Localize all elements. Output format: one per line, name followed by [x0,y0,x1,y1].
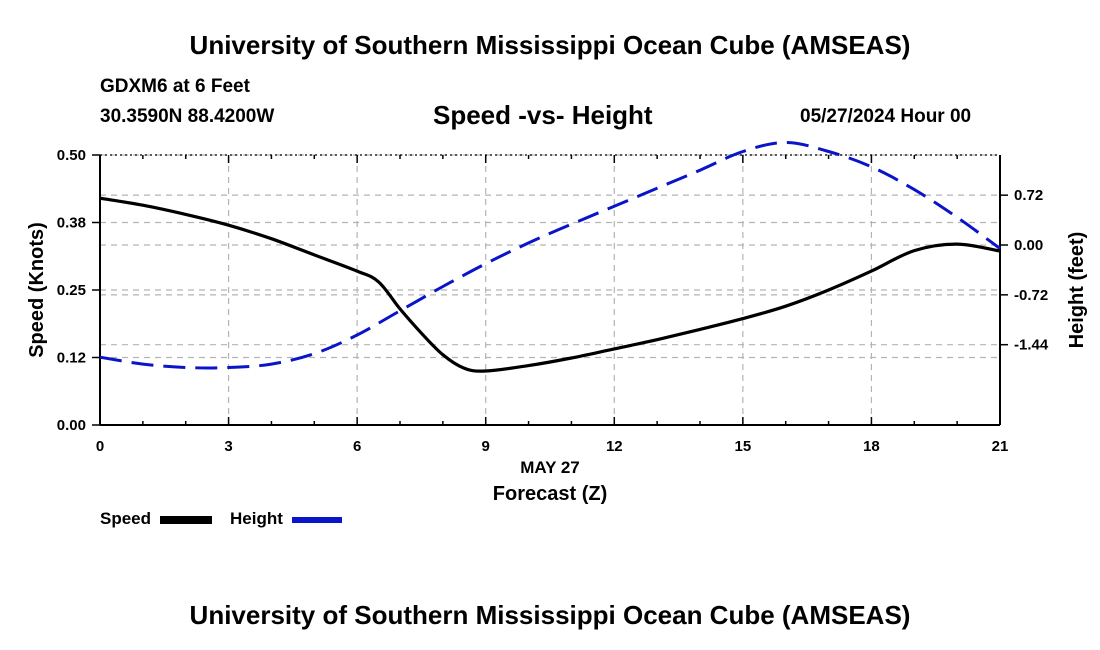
x-tick-label: 6 [353,438,361,455]
y2-axis-title: Height (feet) [1066,232,1088,349]
x-tick-label: 12 [606,438,623,455]
y-axis-title: Speed (Knots) [26,222,48,358]
y-tick-label: 0.00 [57,417,86,434]
y2-tick-label: -1.44 [1014,337,1049,354]
x-tick-label: 21 [992,438,1009,455]
x-tick-label: 0 [96,438,104,455]
x-tick-label: 3 [224,438,232,455]
y-tick-label: 0.38 [57,215,86,232]
station-label: GDXM6 at 6 Feet [100,76,250,97]
forecast-datetime: 05/27/2024 Hour 00 [800,106,972,127]
x-date-label: MAY 27 [520,458,580,477]
y-tick-label: 0.12 [57,350,86,367]
y-tick-label: 0.25 [57,282,86,299]
y2-tick-label: 0.72 [1014,187,1043,204]
legend-speed-label: Speed [100,509,152,528]
y2-tick-label: -0.72 [1014,287,1048,304]
legend-height-swatch [292,517,342,523]
chart-axes [92,154,1008,426]
x-tick-label: 9 [482,438,490,455]
x-tick-label: 18 [863,438,880,455]
axis-labels: 0 3 6 9 12 15 18 21 0.00 0.12 0.25 0.38 0.50 -1.44 -0.… [26,147,1088,505]
series-lines [99,141,1001,373]
legend-speed-swatch [160,516,212,524]
y-tick-label: 0.50 [57,147,86,164]
series-line-height [99,141,1001,370]
y2-tick-label: 0.00 [1014,237,1043,254]
x-tick-label: 15 [735,438,752,455]
series-line-speed [99,196,1001,373]
grid-lines [100,154,1000,425]
chart-subtitle: Speed -vs- Height [433,100,653,130]
footer-title: University of Southern Mississippi Ocean… [189,600,911,630]
x-axis-title: Forecast (Z) [493,483,607,505]
coordinates-label: 30.3590N 88.4200W [100,106,275,127]
legend-height-label: Height [230,509,283,528]
page-title: University of Southern Mississippi Ocean… [189,30,911,60]
